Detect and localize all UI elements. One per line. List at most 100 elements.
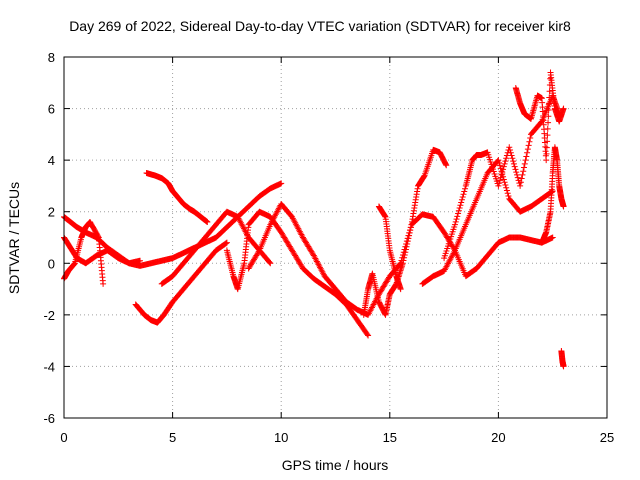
y-tick-label: 8 — [48, 50, 55, 65]
data-point — [456, 205, 463, 212]
data-point — [403, 240, 410, 247]
data-point — [549, 234, 556, 241]
data-point — [546, 94, 553, 101]
data-point — [547, 75, 554, 82]
data-point — [400, 249, 407, 256]
data-point — [95, 233, 102, 240]
data-point — [543, 150, 550, 157]
data-point — [522, 157, 529, 164]
plot-frame — [63, 56, 608, 419]
data-point — [496, 177, 503, 184]
data-point — [546, 88, 553, 95]
data-point — [501, 160, 508, 167]
data-point — [525, 142, 532, 149]
data-point — [461, 188, 468, 195]
x-tick-label: 5 — [169, 430, 176, 445]
data-point — [520, 168, 527, 175]
data-point — [544, 138, 551, 145]
data-point — [505, 193, 512, 200]
y-tick-label: -6 — [43, 411, 55, 426]
data-point — [397, 286, 404, 293]
data-point — [204, 219, 211, 226]
y-tick-label: 2 — [48, 205, 55, 220]
data-point — [511, 163, 518, 170]
data-point — [503, 187, 510, 194]
data-point — [455, 207, 462, 214]
data-point — [278, 180, 285, 187]
data-point — [507, 147, 514, 154]
data-point — [502, 158, 509, 165]
data-points — [61, 69, 567, 370]
data-point — [266, 259, 273, 266]
data-point — [455, 210, 462, 217]
chart-title: Day 269 of 2022, Sidereal Day-to-day VTE… — [69, 18, 571, 34]
x-tick-label: 0 — [60, 430, 67, 445]
data-point — [544, 125, 551, 132]
x-axis-label: GPS time / hours — [281, 457, 389, 473]
data-point — [545, 100, 552, 107]
data-point — [462, 185, 469, 192]
data-point — [514, 174, 521, 181]
data-point — [508, 152, 515, 159]
data-point — [517, 182, 524, 189]
data-point — [560, 203, 567, 210]
y-tick-label: 6 — [48, 102, 55, 117]
data-point — [402, 243, 409, 250]
data-point — [451, 221, 458, 228]
data-point — [399, 251, 406, 258]
data-point — [520, 164, 527, 171]
y-tick-label: -4 — [43, 359, 55, 374]
data-point — [405, 232, 412, 239]
data-point — [509, 155, 516, 162]
data-point — [512, 166, 519, 173]
data-point — [521, 160, 528, 167]
data-point — [495, 157, 502, 164]
data-point — [523, 153, 530, 160]
data-point — [503, 184, 510, 191]
data-point — [549, 188, 556, 195]
data-point — [223, 240, 230, 247]
data-point — [496, 159, 503, 166]
data-point — [524, 149, 531, 156]
data-point — [100, 280, 107, 287]
x-tick-label: 10 — [274, 430, 288, 445]
data-point — [500, 176, 507, 183]
data-point — [544, 132, 551, 139]
data-point — [543, 144, 550, 151]
data-point — [460, 191, 467, 198]
data-point — [519, 171, 526, 178]
data-point — [398, 257, 405, 264]
data-point — [526, 138, 533, 145]
y-axis-label: SDTVAR / TECUs — [6, 181, 22, 295]
data-point — [267, 260, 274, 267]
x-tick-label: 25 — [600, 430, 614, 445]
data-point — [503, 155, 510, 162]
axis-ticks: 0 5 10 15 20 25 -6 -4 -2 0 2 4 6 8 — [43, 50, 614, 445]
data-point — [499, 169, 506, 176]
data-point — [137, 257, 144, 264]
data-point — [364, 331, 371, 338]
data-point — [524, 146, 531, 153]
data-point — [502, 182, 509, 189]
data-point — [504, 190, 511, 197]
data-point — [407, 224, 414, 231]
data-point — [255, 248, 262, 255]
data-point — [453, 216, 460, 223]
data-point — [451, 248, 458, 255]
data-point — [497, 174, 504, 181]
y-tick-label: 0 — [48, 256, 55, 271]
data-point — [545, 119, 552, 126]
data-point — [514, 171, 521, 178]
data-point — [399, 254, 406, 261]
data-point — [404, 235, 411, 242]
data-point — [560, 363, 567, 370]
data-point — [545, 107, 552, 114]
data-point — [459, 193, 466, 200]
data-point — [500, 166, 507, 173]
data-point — [454, 213, 461, 220]
data-point — [397, 260, 404, 267]
data-point — [458, 196, 465, 203]
data-point — [495, 182, 502, 189]
data-point — [517, 179, 524, 186]
